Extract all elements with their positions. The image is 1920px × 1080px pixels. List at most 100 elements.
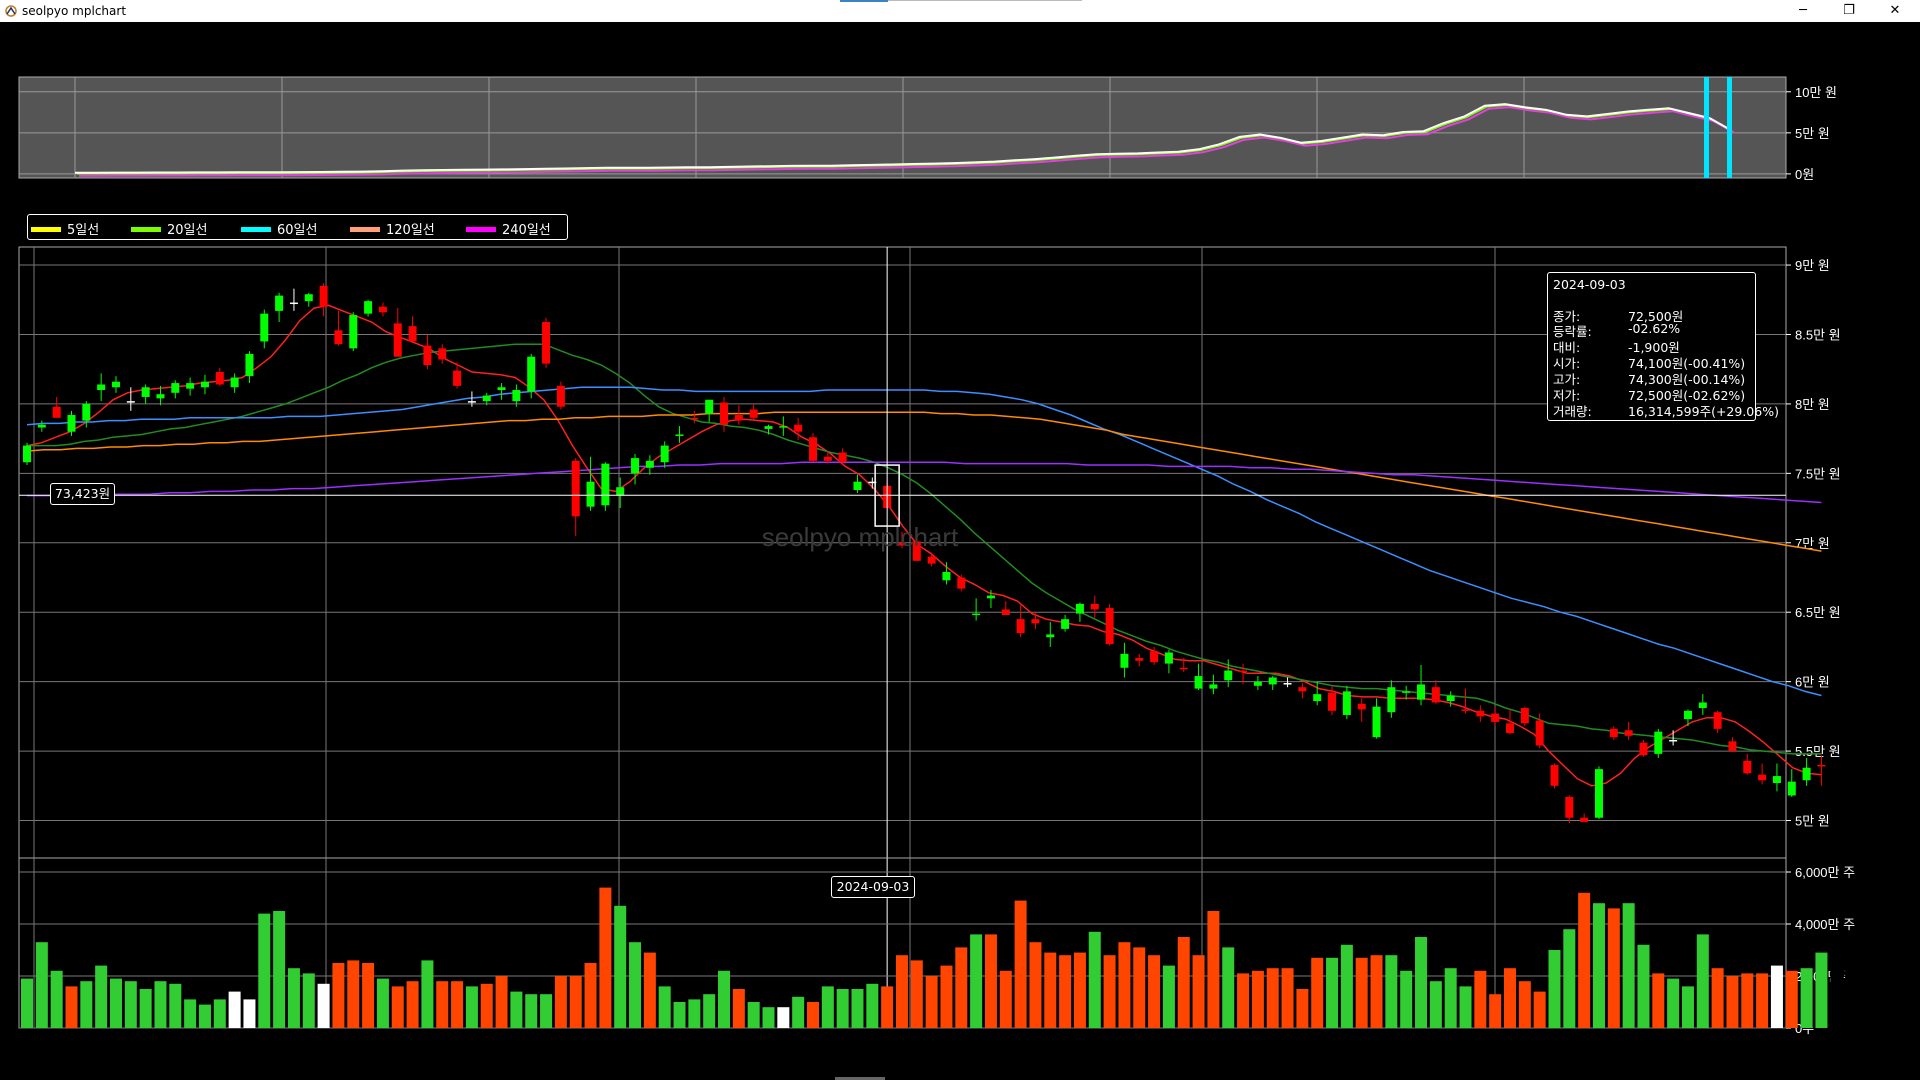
tooltip-value: 16,314,599주(+29.06%) bbox=[1628, 404, 1779, 419]
legend-swatch bbox=[466, 227, 496, 232]
minimize-button[interactable]: ─ bbox=[1799, 3, 1807, 18]
volume-bar bbox=[569, 976, 582, 1028]
candle-body bbox=[927, 556, 936, 564]
volume-bar bbox=[1681, 986, 1694, 1028]
volume-bar bbox=[806, 1002, 819, 1028]
candle-body bbox=[838, 452, 847, 463]
volume-bar bbox=[124, 981, 137, 1028]
volume-bar bbox=[910, 960, 923, 1028]
volume-bar bbox=[629, 942, 642, 1028]
candle-body bbox=[571, 460, 580, 517]
candle-body bbox=[1402, 691, 1411, 693]
volume-bar bbox=[1296, 989, 1309, 1028]
candle-body bbox=[1105, 608, 1114, 645]
tooltip-value: -02.62% bbox=[1628, 321, 1681, 336]
legend-item-240[interactable]: 240일선 bbox=[466, 219, 551, 238]
overview-range-left-handle bbox=[1704, 77, 1709, 178]
candle-body bbox=[897, 542, 906, 546]
volume-bar bbox=[540, 994, 553, 1028]
volume-bar bbox=[1222, 947, 1235, 1028]
legend-label: 60일선 bbox=[277, 223, 318, 238]
candle-body bbox=[141, 387, 150, 397]
legend-item-20[interactable]: 20일선 bbox=[131, 219, 207, 238]
candle-body bbox=[1179, 667, 1188, 670]
price-tick-label: 6만 원 bbox=[1795, 675, 1830, 690]
candle-body bbox=[957, 577, 966, 589]
tooltip-row-low: 저가: 72,500원(-02.62%) bbox=[1553, 385, 1753, 403]
volume-tick-label: 6,000만 주 bbox=[1795, 865, 1855, 880]
candle-body bbox=[1328, 692, 1337, 711]
volume-bar bbox=[584, 963, 597, 1028]
overview-tick-label: 0원 bbox=[1795, 167, 1814, 182]
volume-bar bbox=[1845, 968, 1858, 1028]
legend-item-120[interactable]: 120일선 bbox=[350, 219, 435, 238]
volume-bar bbox=[614, 905, 627, 1028]
volume-bar bbox=[510, 991, 523, 1028]
candle-body bbox=[1550, 764, 1559, 786]
candle-body bbox=[67, 415, 76, 432]
candle-body bbox=[1357, 703, 1366, 710]
candle-body bbox=[1135, 658, 1144, 661]
candle-body bbox=[126, 401, 135, 403]
maximize-button[interactable]: ❐ bbox=[1843, 3, 1855, 18]
volume-bar bbox=[228, 991, 241, 1028]
candle-body bbox=[794, 424, 803, 432]
resize-handle[interactable] bbox=[835, 1077, 885, 1080]
volume-bar bbox=[1326, 957, 1339, 1028]
candle-body bbox=[823, 456, 832, 461]
volume-bar bbox=[984, 934, 997, 1028]
candle-body bbox=[1802, 767, 1811, 781]
candle-body bbox=[200, 381, 209, 388]
volume-bar bbox=[1444, 968, 1457, 1028]
price-tick-label: 9만 원 bbox=[1795, 258, 1830, 273]
price-chart[interactable]: 9만 원 8.5만 원 8만 원 7.5만 원 7만 원 6.5만 원 6만 원 5.5만 원… bbox=[18, 246, 1841, 990]
volume-bar bbox=[658, 986, 671, 1028]
legend-item-60[interactable]: 60일선 bbox=[241, 219, 318, 238]
legend-swatch bbox=[350, 227, 380, 232]
volume-bar bbox=[80, 981, 93, 1028]
volume-chart[interactable]: 6,000만 주4,000만 주2,000만 주0주 bbox=[18, 857, 1858, 1036]
volume-bar bbox=[376, 978, 389, 1028]
volume-bar bbox=[1207, 911, 1220, 1028]
volume-bar bbox=[1237, 973, 1250, 1028]
volume-bar bbox=[1133, 947, 1146, 1028]
volume-bar bbox=[1563, 929, 1576, 1028]
volume-bar bbox=[1266, 968, 1279, 1028]
close-button[interactable]: ✕ bbox=[1889, 3, 1901, 18]
legend-item-5[interactable]: 5일선 bbox=[31, 219, 100, 238]
legend-label: 5일선 bbox=[67, 223, 100, 238]
volume-bar bbox=[1014, 900, 1027, 1028]
hover-candle-box bbox=[874, 464, 900, 527]
volume-bar bbox=[1518, 981, 1531, 1028]
candle-body bbox=[1728, 741, 1737, 752]
ma-legend[interactable]: 5일선 20일선 60일선 120일선 240일선 bbox=[27, 214, 568, 240]
volume-bar bbox=[1474, 970, 1487, 1028]
candle-body bbox=[1209, 684, 1218, 689]
volume-bar bbox=[1429, 981, 1442, 1028]
candle-body bbox=[37, 424, 46, 428]
volume-bar bbox=[65, 986, 78, 1028]
tooltip-key: 종가: bbox=[1553, 309, 1581, 324]
candle-body bbox=[1046, 634, 1055, 638]
candle-body bbox=[1431, 687, 1440, 703]
candle-body bbox=[512, 390, 521, 402]
volume-bar bbox=[703, 994, 716, 1028]
legend-swatch bbox=[241, 227, 271, 232]
candle-body bbox=[1669, 739, 1678, 742]
overview-chart[interactable]: 10만 원 5만 원 0원 bbox=[18, 76, 1837, 182]
volume-bar bbox=[1489, 994, 1502, 1028]
price-tick-label: 7.5만 원 bbox=[1795, 466, 1841, 481]
candle-body bbox=[1194, 676, 1203, 689]
candle-body bbox=[1683, 710, 1692, 720]
volume-bar bbox=[332, 963, 345, 1028]
candle-body bbox=[289, 302, 298, 305]
volume-bar bbox=[1637, 944, 1650, 1028]
candle-body bbox=[1491, 713, 1500, 722]
volume-bar bbox=[1044, 952, 1057, 1028]
volume-bar bbox=[317, 983, 330, 1028]
tooltip-row-volume: 거래량: 16,314,599주(+29.06%) bbox=[1553, 401, 1779, 419]
crosshair-date-label: 2024-09-03 bbox=[831, 876, 915, 898]
candle-body bbox=[972, 613, 981, 616]
candle-body bbox=[1239, 670, 1248, 673]
